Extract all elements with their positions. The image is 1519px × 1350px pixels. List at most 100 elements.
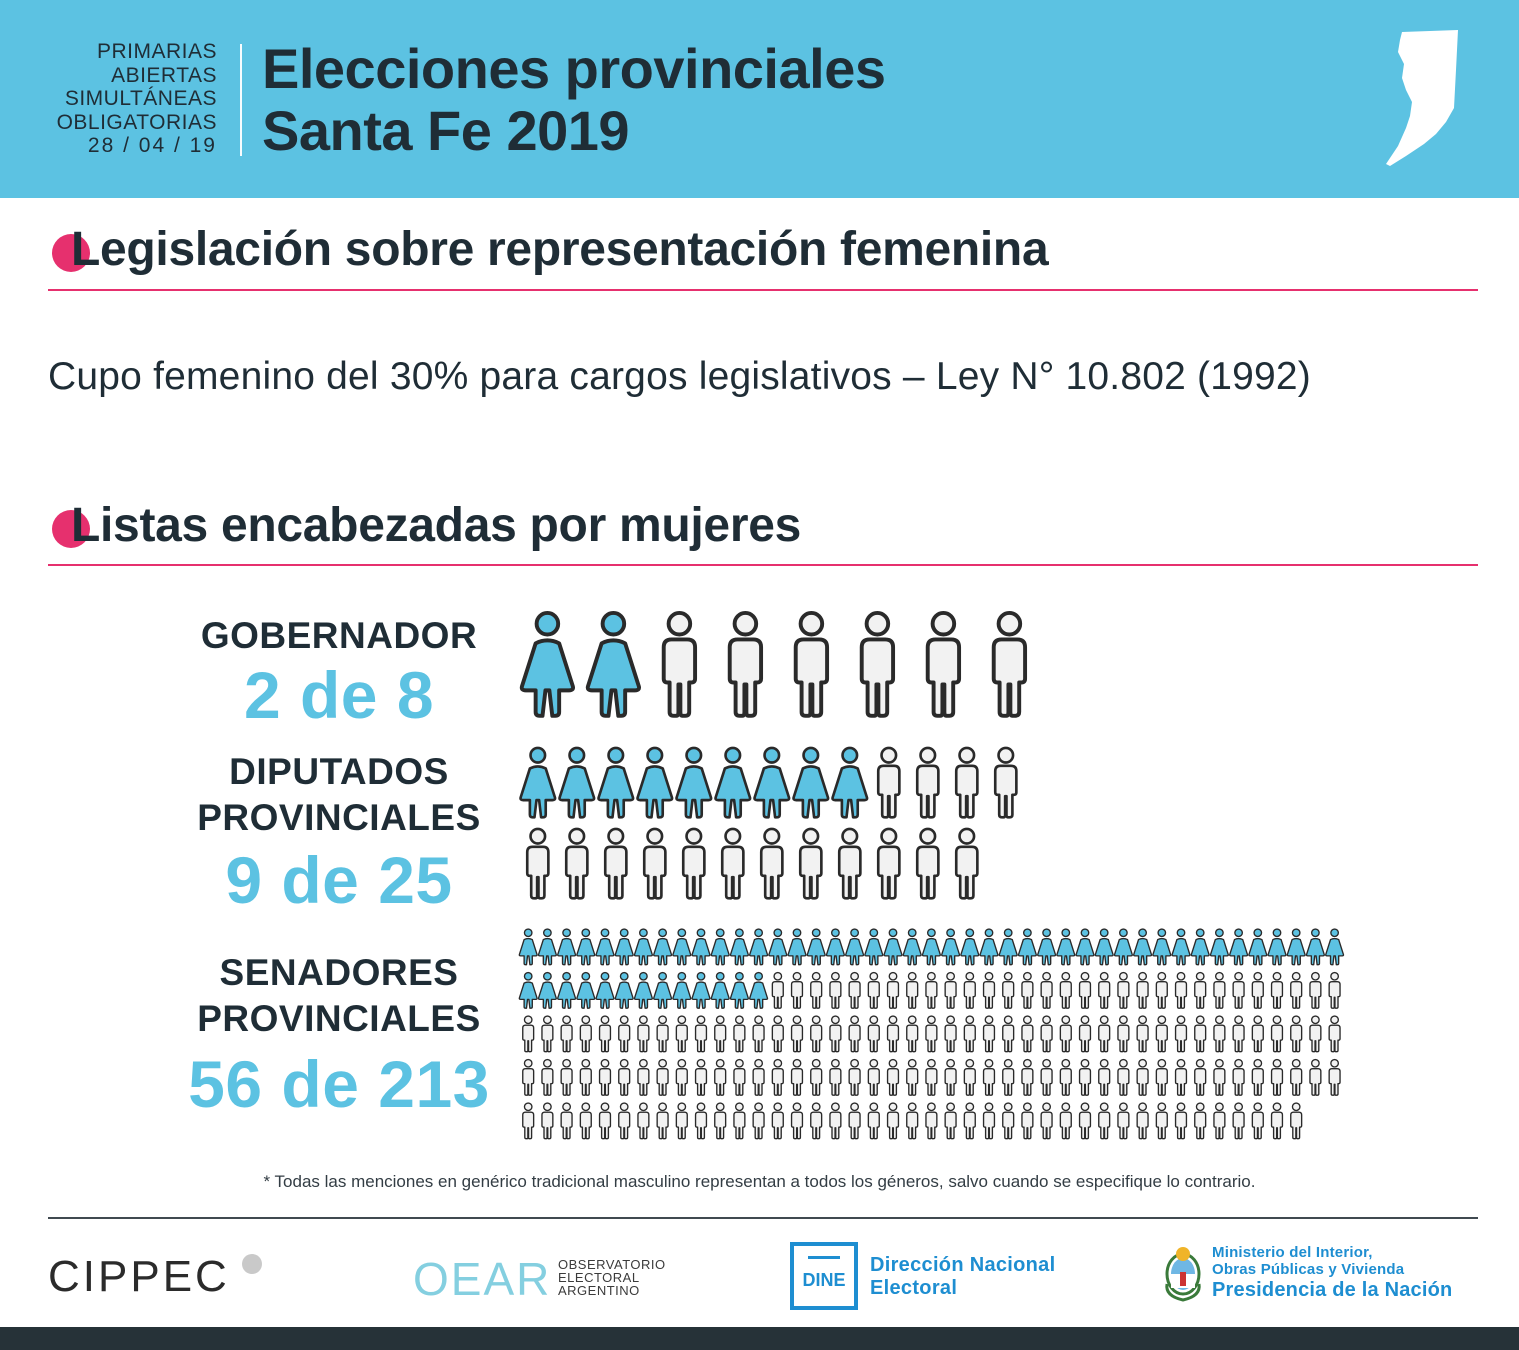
woman-icon [753, 746, 791, 819]
man-icon [944, 1102, 957, 1140]
woman-icon [1190, 928, 1210, 966]
man-icon [1155, 971, 1168, 1009]
man-icon [991, 610, 1028, 718]
man-icon [1290, 971, 1303, 1009]
man-icon [1213, 1102, 1226, 1140]
man-icon [522, 1015, 535, 1053]
man-icon [1251, 1015, 1264, 1053]
man-icon [1040, 971, 1053, 1009]
man-icon [694, 1102, 708, 1140]
man-icon [727, 610, 764, 718]
category-deputies: DIPUTADOS PROVINCIALES 9 de 25 [180, 749, 498, 919]
man-icon [1078, 1102, 1092, 1140]
man-icon [1232, 1015, 1245, 1053]
man-icon [656, 1102, 669, 1140]
woman-icon [902, 928, 922, 966]
man-icon [560, 1015, 573, 1053]
man-icon [829, 971, 842, 1009]
man-icon [1213, 1015, 1226, 1053]
man-icon [925, 1015, 938, 1053]
man-icon [1174, 1058, 1188, 1096]
man-icon [1328, 1015, 1341, 1053]
woman-icon [1094, 928, 1114, 966]
man-icon [848, 1015, 861, 1053]
pictogram-grid [518, 610, 1345, 1140]
man-icon [1136, 1102, 1149, 1140]
man-icon [886, 1015, 900, 1053]
man-icon [752, 1102, 765, 1140]
man-icon [1078, 971, 1092, 1009]
man-icon [759, 827, 784, 900]
man-icon [560, 1102, 573, 1140]
man-icon [541, 1102, 554, 1140]
man-icon [993, 746, 1018, 819]
woman-icon [979, 928, 999, 966]
woman-icon [1075, 928, 1095, 966]
woman-icon [714, 746, 752, 819]
section-legislation: Legislación sobre representación femenin… [48, 222, 1478, 292]
woman-icon [633, 971, 653, 1009]
ministry-logo: Ministerio del Interior, Obras Públicas … [1212, 1244, 1453, 1301]
woman-icon [1325, 928, 1345, 966]
man-icon [1270, 1015, 1284, 1053]
man-icon [848, 971, 861, 1009]
man-icon [1309, 971, 1322, 1009]
category-label: SENADORES [219, 952, 459, 993]
man-icon [859, 610, 896, 718]
man-icon [810, 1058, 823, 1096]
man-icon [954, 827, 979, 900]
woman-icon [825, 928, 845, 966]
man-icon [1213, 1058, 1226, 1096]
woman-icon [537, 971, 557, 1009]
woman-icon [1229, 928, 1249, 966]
man-icon [637, 1015, 650, 1053]
man-icon [848, 1102, 861, 1140]
footer-rule [48, 1217, 1478, 1219]
man-icon [560, 1058, 573, 1096]
election-date: 28 / 04 / 19 [87, 134, 217, 157]
man-icon [1232, 1058, 1245, 1096]
man-icon [541, 1015, 554, 1053]
woman-icon [614, 971, 634, 1009]
man-icon [954, 746, 979, 819]
man-icon [790, 1102, 804, 1140]
quota-text: Cupo femenino del 30% para cargos legisl… [48, 355, 1311, 398]
man-icon [1002, 1058, 1015, 1096]
man-icon [798, 827, 823, 900]
woman-icon [595, 928, 615, 966]
man-icon [1021, 971, 1034, 1009]
man-icon [522, 1102, 535, 1140]
man-icon [1290, 1102, 1303, 1140]
man-icon [1155, 1015, 1168, 1053]
man-icon [637, 1102, 650, 1140]
man-icon [1194, 1102, 1207, 1140]
category-governor: GOBERNADOR 2 de 8 [180, 613, 498, 731]
man-icon [925, 1058, 938, 1096]
man-icon [1059, 971, 1072, 1009]
woman-icon [729, 971, 749, 1009]
man-icon [1021, 1015, 1034, 1053]
man-icon [1098, 971, 1111, 1009]
woman-icon [864, 928, 884, 966]
section-title: Legislación sobre representación femenin… [71, 223, 1049, 276]
man-icon [598, 1058, 612, 1096]
man-icon [1098, 1058, 1111, 1096]
woman-icon [792, 746, 830, 819]
man-icon [618, 1102, 631, 1140]
woman-icon [691, 928, 711, 966]
woman-icon [653, 928, 673, 966]
woman-icon [921, 928, 941, 966]
man-icon [564, 827, 589, 900]
man-icon [681, 827, 706, 900]
man-icon [1155, 1058, 1168, 1096]
woman-icon [749, 928, 769, 966]
woman-icon [576, 971, 596, 1009]
oear-subtitle: OBSERVATORIO ELECTORAL ARGENTINO [558, 1257, 666, 1298]
woman-icon [883, 928, 903, 966]
man-icon [982, 1058, 996, 1096]
man-icon [771, 1015, 784, 1053]
woman-icon [614, 928, 634, 966]
woman-icon [710, 971, 730, 1009]
woman-icon [672, 928, 692, 966]
man-icon [1290, 1015, 1303, 1053]
